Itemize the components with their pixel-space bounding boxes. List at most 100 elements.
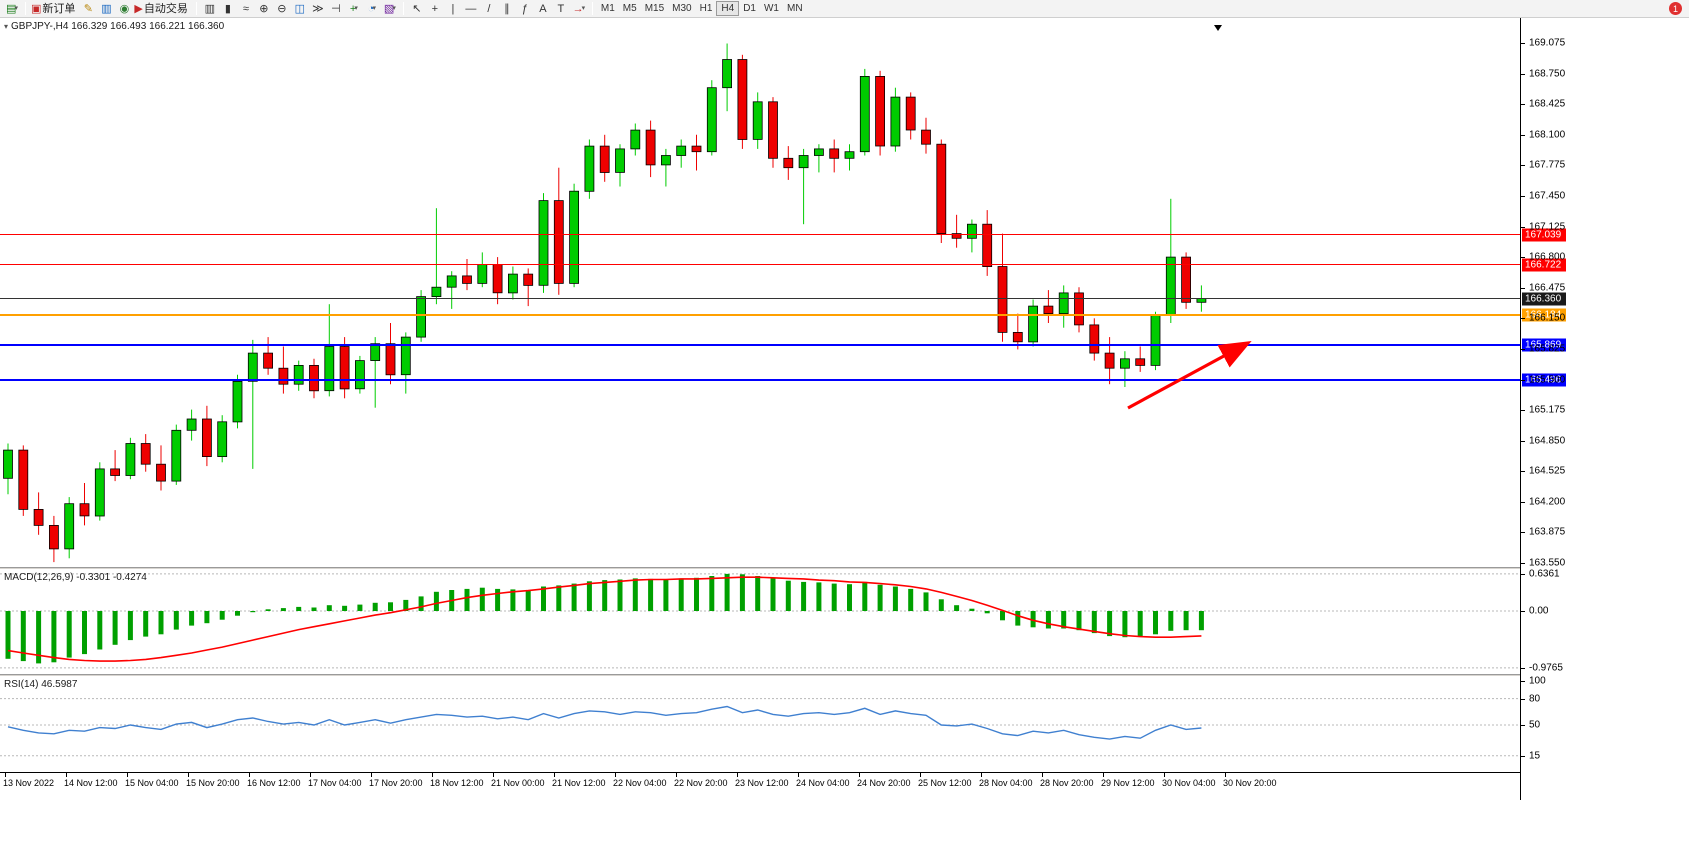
horizontal-line-button[interactable]: — bbox=[462, 1, 480, 17]
chart-shift-button[interactable]: ⊣ bbox=[327, 1, 345, 17]
macd-histogram-bar bbox=[1061, 611, 1067, 629]
candle-body bbox=[1135, 358, 1146, 366]
time-axis-tick bbox=[310, 773, 311, 777]
candle-body bbox=[890, 96, 901, 147]
arrows-button[interactable]: → ▾ bbox=[570, 1, 588, 17]
time-axis-tick bbox=[493, 773, 494, 777]
timeframe-button-m1[interactable]: M1 bbox=[600, 2, 615, 14]
rsi-pane[interactable]: RSI(14) 46.5987 bbox=[0, 677, 1520, 772]
templates-button[interactable]: ▧ ▾ bbox=[381, 1, 399, 17]
time-axis-value: 16 Nov 12:00 bbox=[247, 778, 301, 788]
chart-shift-marker[interactable] bbox=[1214, 25, 1222, 31]
trendline-button[interactable]: / bbox=[480, 1, 498, 17]
time-axis-tick bbox=[859, 773, 860, 777]
macd-axis-tick bbox=[1521, 611, 1525, 612]
metaeditor-button[interactable]: ✎ bbox=[79, 1, 97, 17]
periods-button[interactable]: ◔ ▾ bbox=[363, 1, 381, 17]
time-axis[interactable]: 13 Nov 2022 14 Nov 12:00 15 Nov 04:00 15 No… bbox=[0, 772, 1520, 800]
candle-body bbox=[354, 360, 365, 390]
candle-body bbox=[1028, 305, 1038, 343]
vertical-line-button[interactable]: | bbox=[444, 1, 462, 17]
trend-arrow-annotation[interactable] bbox=[0, 18, 1520, 567]
line-chart-button[interactable]: ≈ bbox=[237, 1, 255, 17]
price-level-line-166.184[interactable] bbox=[0, 314, 1520, 317]
timeframe-button-w1[interactable]: W1 bbox=[763, 2, 779, 14]
price-level-line-165.496[interactable] bbox=[0, 378, 1520, 381]
time-axis-value: 23 Nov 12:00 bbox=[735, 778, 789, 788]
auto-scroll-button-icon: ≫ bbox=[312, 2, 324, 15]
horizontal-line-button-icon: — bbox=[465, 2, 477, 15]
text-label-button[interactable]: T bbox=[552, 1, 570, 17]
current-price-line[interactable] bbox=[0, 298, 1520, 299]
tile-windows-button[interactable]: ◫ bbox=[291, 1, 309, 17]
macd-histogram-bar bbox=[969, 608, 975, 611]
price-level-line-165.869[interactable] bbox=[0, 343, 1520, 346]
time-axis-value: 17 Nov 20:00 bbox=[369, 778, 423, 788]
price-axis[interactable]: 167.039 166.722 166.360 166.184 165.869 165.4… bbox=[1521, 18, 1689, 858]
current-price-tag: 166.360 bbox=[1522, 292, 1566, 305]
new-order-button[interactable]: ▣ 新订单 bbox=[30, 1, 79, 17]
price-level-line-167.039[interactable] bbox=[0, 234, 1520, 236]
candle-body bbox=[523, 273, 534, 286]
candle-body bbox=[615, 148, 625, 173]
time-axis-value: 13 Nov 2022 bbox=[3, 778, 55, 788]
zoom-out-button[interactable]: ⊖ bbox=[273, 1, 291, 17]
macd-histogram-bar bbox=[143, 611, 149, 637]
templates-button-caret-icon[interactable]: ▾ bbox=[392, 4, 396, 12]
pane-splitter[interactable] bbox=[0, 674, 1689, 677]
timeframe-button-mn[interactable]: MN bbox=[786, 2, 803, 14]
channel-button[interactable]: ∥ bbox=[498, 1, 516, 17]
periods-button-icon: ◔ bbox=[367, 2, 375, 15]
time-axis-tick bbox=[1103, 773, 1104, 777]
symbol-expand-icon[interactable]: ▾ bbox=[4, 22, 9, 31]
text-button[interactable]: A bbox=[534, 1, 552, 17]
indicators-button-caret-icon[interactable]: ▾ bbox=[354, 4, 358, 12]
candlestick-chart-button[interactable]: ▮ bbox=[219, 1, 237, 17]
timeframe-button-m15[interactable]: M15 bbox=[644, 2, 665, 14]
timeframe-button-h1[interactable]: H1 bbox=[699, 2, 713, 14]
timeframe-button-m5[interactable]: M5 bbox=[622, 2, 637, 14]
candle-body bbox=[201, 418, 212, 457]
candle-body bbox=[844, 151, 855, 159]
alert-icon[interactable]: 1 bbox=[1669, 2, 1682, 15]
navigator-button[interactable]: ◉ bbox=[115, 1, 133, 17]
candle-body bbox=[1058, 292, 1069, 314]
periods-button-caret-icon[interactable]: ▾ bbox=[372, 4, 376, 12]
timeframe-button-h4[interactable]: H4 bbox=[716, 1, 740, 16]
zoom-in-button[interactable]: ⊕ bbox=[255, 1, 273, 17]
candle-body bbox=[324, 346, 335, 392]
price-level-line-166.722[interactable] bbox=[0, 264, 1520, 265]
auto-scroll-button[interactable]: ≫ bbox=[309, 1, 327, 17]
price-axis-tick bbox=[1521, 532, 1525, 534]
rsi-axis-tick bbox=[1521, 725, 1525, 726]
timeframe-button-m30[interactable]: M30 bbox=[672, 2, 692, 14]
pane-splitter[interactable] bbox=[0, 567, 1689, 570]
zoom-in-button-icon: ⊕ bbox=[259, 2, 269, 15]
time-axis-value: 25 Nov 12:00 bbox=[918, 778, 972, 788]
autotrading-button[interactable]: ▶ 自动交易 bbox=[133, 1, 191, 17]
timeframe-button-d1[interactable]: D1 bbox=[743, 2, 756, 14]
candle-body bbox=[339, 346, 350, 390]
candle-body bbox=[1089, 324, 1100, 354]
fibonacci-button[interactable]: ƒ bbox=[516, 1, 534, 17]
macd-pane[interactable]: MACD(12,26,9) -0.3301 -0.4274 bbox=[0, 570, 1520, 674]
new-chart-button-caret-icon[interactable]: ▾ bbox=[14, 4, 18, 12]
new-chart-button[interactable]: ▤ ▾ bbox=[3, 1, 21, 17]
price-axis-value: 165.825 bbox=[1529, 343, 1566, 355]
crosshair-button[interactable]: + bbox=[426, 1, 444, 17]
cursor-button-icon: ↖ bbox=[412, 2, 422, 15]
candle-body bbox=[722, 59, 732, 89]
indicators-button[interactable]: + ▾ bbox=[345, 1, 363, 17]
candle-body bbox=[783, 157, 794, 169]
arrows-button-caret-icon[interactable]: ▾ bbox=[581, 4, 586, 12]
autotrading-button-label: 自动交易 bbox=[143, 2, 188, 15]
price-pane[interactable]: ▾ GBPJPY-,H4 166.329 166.493 166.221 166… bbox=[0, 18, 1520, 567]
candlestick-chart bbox=[3, 43, 1207, 563]
bar-chart-button[interactable]: ▥ bbox=[201, 1, 219, 17]
macd-histogram-bar bbox=[1015, 611, 1021, 626]
time-axis-value: 30 Nov 20:00 bbox=[1223, 778, 1277, 788]
cursor-button[interactable]: ↖ bbox=[408, 1, 426, 17]
data-window-button[interactable]: ▥ bbox=[97, 1, 115, 17]
templates-button-icon: ▧ bbox=[383, 2, 395, 15]
chart-area[interactable]: ▾ GBPJPY-,H4 166.329 166.493 166.221 166… bbox=[0, 18, 1689, 858]
